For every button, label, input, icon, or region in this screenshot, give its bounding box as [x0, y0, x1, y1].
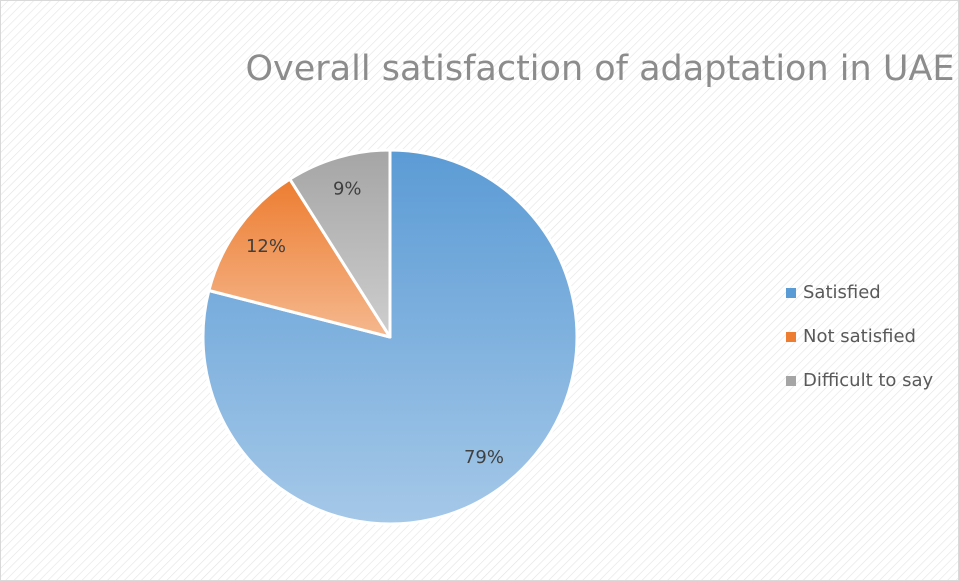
legend: Satisfied Not satisfied Difficult to say	[786, 282, 934, 391]
pie-slice	[288, 148, 392, 339]
legend-label: Difficult to say	[803, 370, 934, 391]
legend-label: Satisfied	[803, 282, 881, 303]
chart-title: Overall satisfaction of adaptation in UA…	[246, 49, 955, 89]
legend-marker	[786, 288, 796, 298]
pie-slice	[207, 177, 392, 339]
data-label: 12%	[246, 236, 286, 257]
legend-marker	[786, 332, 796, 342]
pie	[201, 148, 579, 526]
data-labels: 79% 12% 9%	[246, 179, 504, 468]
data-label: 9%	[333, 179, 362, 200]
data-label: 79%	[464, 447, 504, 468]
legend-marker	[786, 376, 796, 386]
legend-label: Not satisfied	[803, 326, 916, 347]
